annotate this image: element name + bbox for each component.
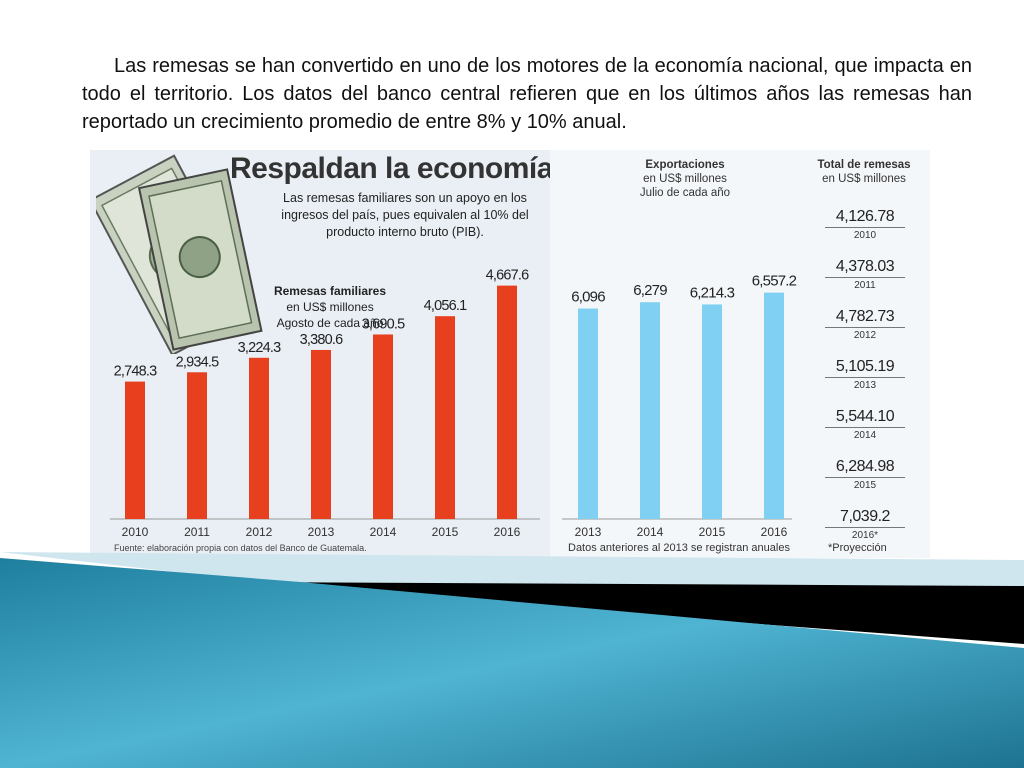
exportaciones-value-label: 6,214.3 [690, 284, 735, 301]
remesas-bar-2013 [311, 349, 331, 519]
exportaciones-value-label: 6,279 [633, 282, 667, 299]
total-remesas-year: 2014 [853, 430, 877, 441]
remesas-bar-2012 [249, 357, 269, 519]
remesas-bar-2016 [497, 285, 517, 519]
remesas-title: Remesas familiares [273, 284, 387, 298]
remesas-tick-label: 2012 [246, 525, 273, 539]
total-remesas-footnote: *Proyección [828, 542, 887, 554]
footer-decoration [0, 552, 1024, 768]
remesas-bar-2011 [187, 372, 207, 519]
exportaciones-bar-2014 [640, 302, 660, 519]
remesas-tick-label: 2016 [494, 525, 521, 539]
remesas-bar-2014 [373, 334, 393, 519]
total-remesas-item: 4,126.78 2010 [825, 208, 905, 258]
remesas-value-label: 2,934.5 [176, 354, 220, 370]
exportaciones-value-label: 6,096 [571, 289, 605, 306]
total-remesas-value: 4,126.78 [825, 208, 905, 228]
exportaciones-subtitle: en US$ millones [643, 173, 727, 185]
total-remesas-item: 4,782.73 2012 [825, 308, 905, 358]
total-remesas-year: 2012 [853, 330, 877, 341]
total-remesas-list: 4,126.78 2010 4,378.03 2011 4,782.73 2012 5,10… [825, 208, 905, 558]
exportaciones-chart-title: Exportaciones en US$ millones Julio de c… [620, 158, 750, 200]
remesas-tick-label: 2014 [370, 525, 397, 539]
infographic: Respaldan la economía Las remesas famili… [90, 150, 930, 558]
exportaciones-tick-label: 2013 [575, 525, 602, 539]
remesas-value-label: 3,690.5 [362, 316, 406, 332]
total-remesas-panel [800, 150, 930, 558]
remesas-tick-label: 2015 [432, 525, 459, 539]
total-remesas-value: 4,378.03 [825, 258, 905, 278]
total-remesas-title: Total de remesas [817, 159, 911, 171]
total-remesas-year: 2013 [853, 380, 877, 391]
remesas-tick-label: 2013 [308, 525, 335, 539]
total-remesas-year: 2015 [853, 480, 877, 491]
footer-teal-band [0, 558, 1024, 768]
remesas-chart-title: Remesas familiares en US$ millones Agost… [265, 283, 395, 331]
total-remesas-item: 4,378.03 2011 [825, 258, 905, 308]
exportaciones-bar-2013 [578, 308, 598, 519]
charts-canvas: 2,748.3 2010 2,934.5 2011 3,224.3 2012 3,380.6… [110, 150, 930, 558]
exportaciones-tick-label: 2015 [699, 525, 726, 539]
total-remesas-year: 2016* [851, 530, 879, 541]
remesas-value-label: 4,667.6 [486, 268, 530, 284]
remesas-subtitle: en US$ millones [286, 300, 374, 314]
remesas-tick-label: 2011 [184, 525, 210, 539]
exportaciones-tick-label: 2016 [761, 525, 788, 539]
remesas-value-label: 3,224.3 [238, 340, 282, 356]
remesas-bar-2010 [125, 381, 145, 519]
intro-paragraph: Las remesas se han convertido en uno de … [82, 55, 972, 133]
exportaciones-bar-2016 [764, 292, 784, 519]
remesas-value-label: 2,748.3 [114, 364, 158, 380]
total-remesas-year: 2010 [853, 230, 877, 241]
exportaciones-value-label: 6,557.2 [752, 273, 797, 290]
remesas-value-label: 3,380.6 [300, 332, 344, 348]
exportaciones-note: Julio de cada año [639, 187, 731, 199]
total-remesas-item: 5,544.10 2014 [825, 408, 905, 458]
source-note: Fuente: elaboración propia con datos del… [114, 543, 367, 553]
remesas-note: Agosto de cada año [276, 316, 384, 330]
total-remesas-value: 6,284.98 [825, 458, 905, 478]
infographic-headline: Respaldan la economía [230, 152, 553, 185]
total-remesas-item: 7,039.2 2016* [825, 508, 905, 558]
total-remesas-value: 7,039.2 [825, 508, 905, 528]
remesas-value-label: 4,056.1 [424, 298, 468, 314]
exportaciones-footnote: Datos anteriores al 2013 se registran an… [568, 542, 790, 554]
total-remesas-value: 4,782.73 [825, 308, 905, 328]
total-remesas-value: 5,544.10 [825, 408, 905, 428]
total-remesas-value: 5,105.19 [825, 358, 905, 378]
total-remesas-title-block: Total de remesas en US$ millones [802, 158, 926, 186]
total-remesas-item: 6,284.98 2015 [825, 458, 905, 508]
exportaciones-tick-label: 2014 [637, 525, 664, 539]
remesas-tick-label: 2010 [122, 525, 149, 539]
total-remesas-subtitle: en US$ millones [822, 173, 906, 185]
infographic-subhead: Las remesas familiares son un apoyo en l… [281, 191, 529, 239]
exportaciones-title: Exportaciones [645, 159, 725, 171]
total-remesas-item: 5,105.19 2013 [825, 358, 905, 408]
dollar-bills-icon [96, 154, 263, 354]
total-remesas-year: 2011 [854, 280, 876, 291]
exportaciones-bar-2015 [702, 304, 722, 519]
remesas-bar-2015 [435, 316, 455, 519]
